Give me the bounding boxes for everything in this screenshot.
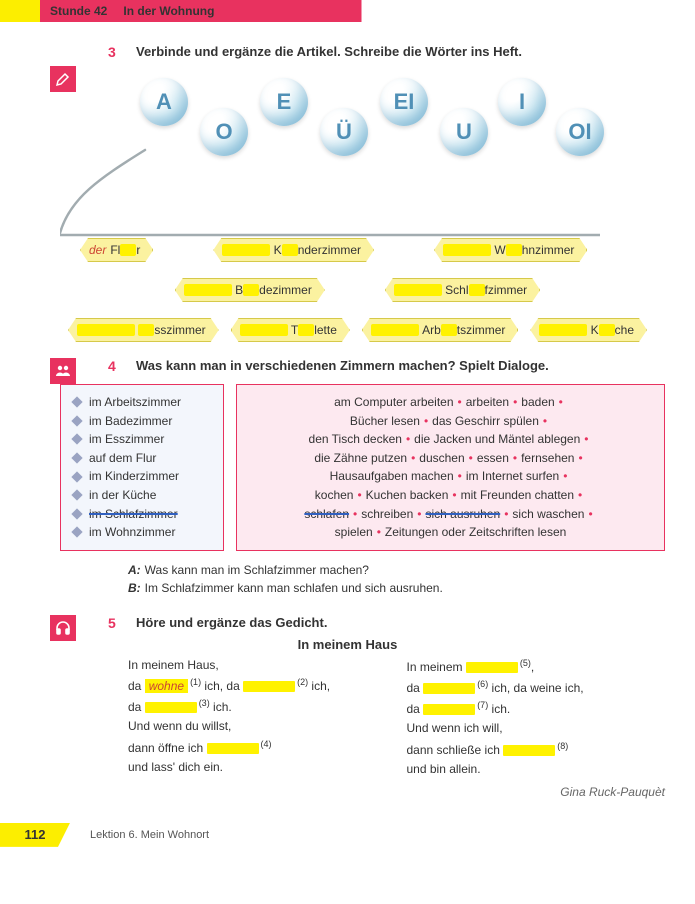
poem-line: und bin allein.: [407, 760, 666, 779]
room-chip: sszimmer: [68, 318, 219, 342]
ex3-number: 3: [108, 44, 136, 60]
people-icon: [50, 358, 76, 384]
poem-line: da wohne(1) ich, da (2) ich,: [128, 675, 387, 696]
footer-lesson: Lektion 6. Mein Wohnort: [90, 829, 209, 841]
poem-line: und lass' dich ein.: [128, 758, 387, 777]
poem-line: da (7) ich.: [407, 698, 666, 719]
poem-line: dann schließe ich (8): [407, 739, 666, 760]
poem-line: da (3) ich.: [128, 696, 387, 717]
headphones-icon: [50, 615, 76, 641]
vowel-bubble: EI: [380, 78, 428, 126]
dialog-label-a: A:: [128, 563, 141, 577]
poem-line: Und wenn ich will,: [407, 719, 666, 738]
poem-line: da (6) ich, da weine ich,: [407, 677, 666, 698]
connector-curve: [60, 138, 600, 248]
location-item: in der Küche: [73, 486, 211, 505]
poem-line: Und wenn du willst,: [128, 717, 387, 736]
bubble-area: AOEÜEIUIOI: [0, 78, 695, 168]
room-chip: Arbtszimmer: [362, 318, 519, 342]
room-chip: Bdezimmer: [175, 278, 325, 302]
poem-col-left: In meinem Haus,da wohne(1) ich, da (2) i…: [128, 656, 387, 779]
ex4-dialog: A: Was kann man im Schlafzimmer machen? B…: [0, 561, 695, 597]
poem-line: In meinem Haus,: [128, 656, 387, 675]
chip-rows: der Flr Knderzimmer Whnzimmer Bdezimmer …: [0, 238, 695, 342]
page-header: Stunde 42 In der Wohnung: [0, 0, 695, 22]
location-item: im Esszimmer: [73, 430, 211, 449]
dialog-label-b: B:: [128, 581, 141, 595]
ex5-number: 5: [108, 615, 136, 631]
vowel-bubble: O: [200, 108, 248, 156]
ex5-title: Höre und ergänze das Gedicht.: [136, 615, 327, 631]
location-item: auf dem Flur: [73, 449, 211, 468]
vowel-bubble: E: [260, 78, 308, 126]
poem-line: In meinem (5),: [407, 656, 666, 677]
room-chip: Knderzimmer: [213, 238, 374, 262]
dialog-a: Was kann man im Schlafzimmer machen?: [145, 563, 369, 577]
dialog-b: Im Schlafzimmer kann man schlafen und si…: [145, 581, 443, 595]
location-item: im Schlafzimmer: [73, 505, 211, 524]
location-item: im Wohnzimmer: [73, 523, 211, 542]
poem-author: Gina Ruck-Pauquèt: [0, 785, 695, 799]
stunde-label: Stunde 42: [50, 4, 107, 18]
room-chip: der Flr: [80, 238, 153, 262]
ex4-title: Was kann man in verschiedenen Zimmern ma…: [136, 358, 549, 374]
header-title: In der Wohnung: [123, 4, 214, 18]
vowel-bubble: OI: [556, 108, 604, 156]
vowel-bubble: A: [140, 78, 188, 126]
room-chip: Whnzimmer: [434, 238, 587, 262]
location-item: im Arbeitszimmer: [73, 393, 211, 412]
vowel-bubble: Ü: [320, 108, 368, 156]
ex4-right-box: am Computer arbeiten•arbeiten•baden•Büch…: [236, 384, 665, 551]
poem-title: In meinem Haus: [0, 637, 695, 652]
vowel-bubble: U: [440, 108, 488, 156]
room-chip: Tlette: [231, 318, 350, 342]
ex4-number: 4: [108, 358, 136, 374]
ex4-left-box: im Arbeitszimmerim Badezimmerim Esszimme…: [60, 384, 224, 551]
ex3-title: Verbinde und ergänze die Artikel. Schrei…: [136, 44, 522, 60]
textbook-page: Stunde 42 In der Wohnung 3 Verbinde und …: [0, 0, 695, 887]
page-number: 112: [0, 823, 70, 847]
location-item: im Kinderzimmer: [73, 467, 211, 486]
room-chip: Kche: [530, 318, 647, 342]
page-footer: 112 Lektion 6. Mein Wohnort: [0, 823, 695, 847]
poem-col-right: In meinem (5),da (6) ich, da weine ich,d…: [407, 656, 666, 779]
location-item: im Badezimmer: [73, 412, 211, 431]
vowel-bubble: I: [498, 78, 546, 126]
room-chip: Schlfzimmer: [385, 278, 540, 302]
poem-line: dann öffne ich (4): [128, 737, 387, 758]
